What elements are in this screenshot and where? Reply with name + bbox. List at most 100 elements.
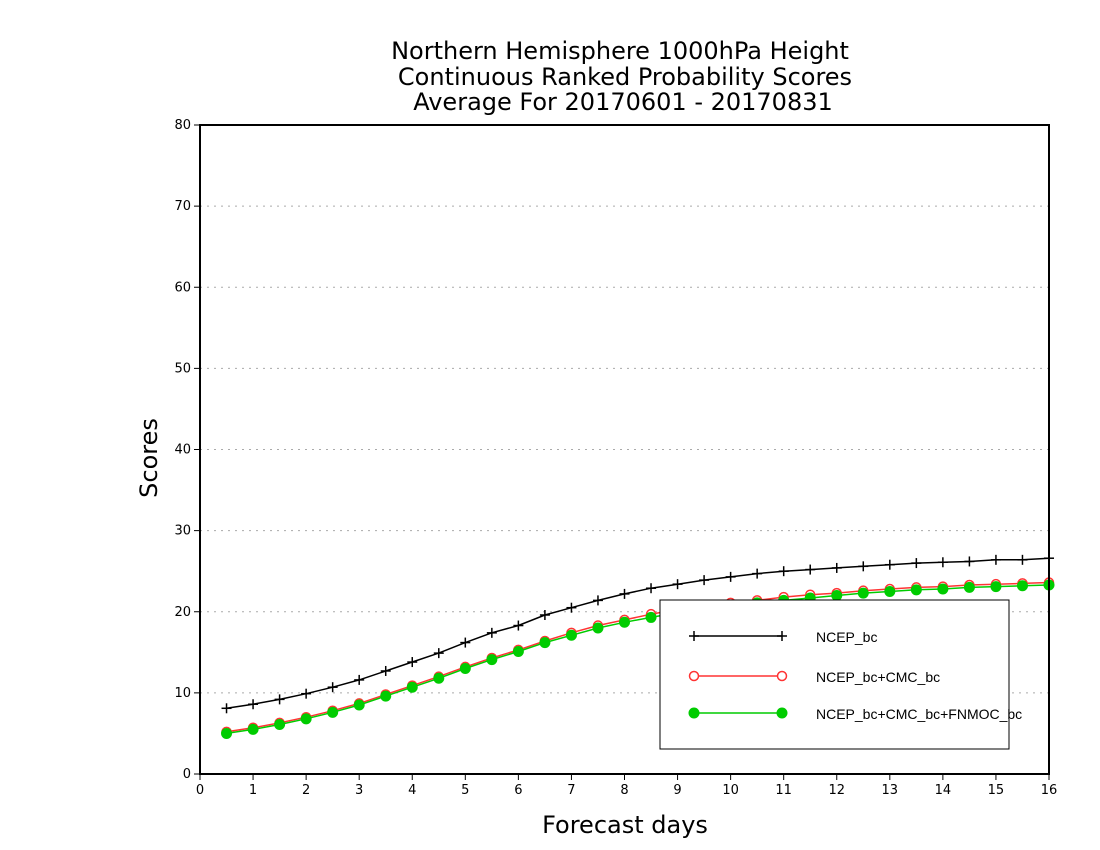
data-point xyxy=(964,556,975,567)
legend-marker xyxy=(777,631,787,641)
data-point xyxy=(380,665,391,676)
x-tick-label: 3 xyxy=(355,783,363,798)
data-point xyxy=(353,699,365,711)
data-point xyxy=(486,627,497,638)
data-point xyxy=(752,568,763,579)
data-point xyxy=(884,585,896,597)
data-point xyxy=(672,579,683,590)
legend-marker xyxy=(689,631,699,641)
legend-marker xyxy=(688,670,700,682)
data-point xyxy=(699,575,710,586)
data-point xyxy=(274,694,285,705)
chart-title-line-3: Average For 20170601 - 20170831 xyxy=(413,88,833,116)
data-point xyxy=(274,719,286,731)
data-point xyxy=(858,561,869,572)
data-point xyxy=(725,571,736,582)
data-point xyxy=(327,682,338,693)
x-tick-label: 4 xyxy=(408,783,416,798)
x-tick-label: 10 xyxy=(722,783,739,798)
data-point xyxy=(805,564,816,575)
x-tick-label: 13 xyxy=(882,783,899,798)
y-tick-label: 20 xyxy=(174,605,191,620)
data-point xyxy=(327,706,339,718)
data-point xyxy=(990,554,1001,565)
legend-box xyxy=(659,599,1010,750)
x-tick-label: 14 xyxy=(935,783,952,798)
data-point xyxy=(910,584,922,596)
y-tick-label: 60 xyxy=(174,280,191,295)
y-tick-label: 50 xyxy=(174,361,191,376)
data-point xyxy=(512,646,524,658)
data-point xyxy=(646,583,657,594)
data-point xyxy=(221,703,232,714)
data-point xyxy=(831,590,843,602)
data-point xyxy=(433,672,445,684)
data-point xyxy=(963,581,975,593)
x-tick-label: 6 xyxy=(514,783,522,798)
x-tick-label: 9 xyxy=(673,783,681,798)
x-tick-label: 11 xyxy=(775,783,792,798)
data-point xyxy=(460,637,471,648)
data-point xyxy=(884,559,895,570)
data-point xyxy=(354,674,365,685)
x-tick-label: 7 xyxy=(567,783,575,798)
legend-entry: NCEP_bc xyxy=(689,629,877,645)
y-tick-label: 10 xyxy=(174,686,191,701)
data-point xyxy=(433,648,444,659)
data-point xyxy=(221,727,233,739)
x-tick-label: 15 xyxy=(988,783,1005,798)
data-point xyxy=(778,566,789,577)
data-point xyxy=(566,602,577,613)
legend-label: NCEP_bc+CMC_bc+FNMOC_bc xyxy=(816,706,1022,722)
data-point xyxy=(248,699,259,710)
data-point xyxy=(911,558,922,569)
data-point xyxy=(831,562,842,573)
x-tick-label: 8 xyxy=(620,783,628,798)
x-tick-label: 12 xyxy=(828,783,845,798)
data-point xyxy=(1017,554,1028,565)
y-tick-label: 80 xyxy=(174,118,191,133)
data-point xyxy=(937,557,948,568)
data-point xyxy=(990,581,1002,593)
data-point xyxy=(380,690,392,702)
y-tick-label: 70 xyxy=(174,199,191,214)
data-point xyxy=(459,663,471,675)
data-point xyxy=(513,620,524,631)
y-tick-label: 40 xyxy=(174,443,191,458)
legend-entry: NCEP_bc+CMC_bc xyxy=(688,669,940,685)
data-point xyxy=(406,681,418,693)
data-point xyxy=(592,595,603,606)
x-tick-label: 0 xyxy=(196,783,204,798)
data-point xyxy=(247,723,259,735)
legend-label: NCEP_bc xyxy=(816,629,877,645)
data-point xyxy=(301,688,312,699)
data-point xyxy=(539,637,551,649)
y-axis-label: Scores xyxy=(135,418,163,498)
chart-title-line-2: Continuous Ranked Probability Scores xyxy=(398,63,852,91)
chart-title: Northern Hemisphere 1000hPa Height Conti… xyxy=(391,37,852,116)
x-tick-label: 2 xyxy=(302,783,310,798)
series-1 xyxy=(221,553,1054,714)
legend-label: NCEP_bc+CMC_bc xyxy=(816,669,940,685)
legend-marker xyxy=(688,707,700,719)
data-point xyxy=(407,657,418,668)
data-point xyxy=(592,622,604,634)
chart-title-line-1: Northern Hemisphere 1000hPa Height xyxy=(391,37,849,65)
data-point xyxy=(486,654,498,666)
data-point xyxy=(645,611,657,623)
data-point xyxy=(300,713,312,725)
x-tick-label: 16 xyxy=(1041,783,1058,798)
data-point xyxy=(1016,580,1028,592)
data-point xyxy=(619,616,630,628)
x-axis-label: Forecast days xyxy=(542,811,708,839)
data-point xyxy=(619,588,630,599)
legend: NCEP_bc NCEP_bc+CMC_bc NCEP_bc+CMC_bc+FNMO… xyxy=(659,599,1022,750)
x-tick-label: 1 xyxy=(249,783,257,798)
x-tick-label: 5 xyxy=(461,783,469,798)
data-point xyxy=(857,587,869,599)
legend-marker xyxy=(776,707,788,719)
legend-entry: NCEP_bc+CMC_bc+FNMOC_bc xyxy=(688,706,1022,722)
data-point xyxy=(539,609,550,620)
legend-marker xyxy=(776,670,788,682)
